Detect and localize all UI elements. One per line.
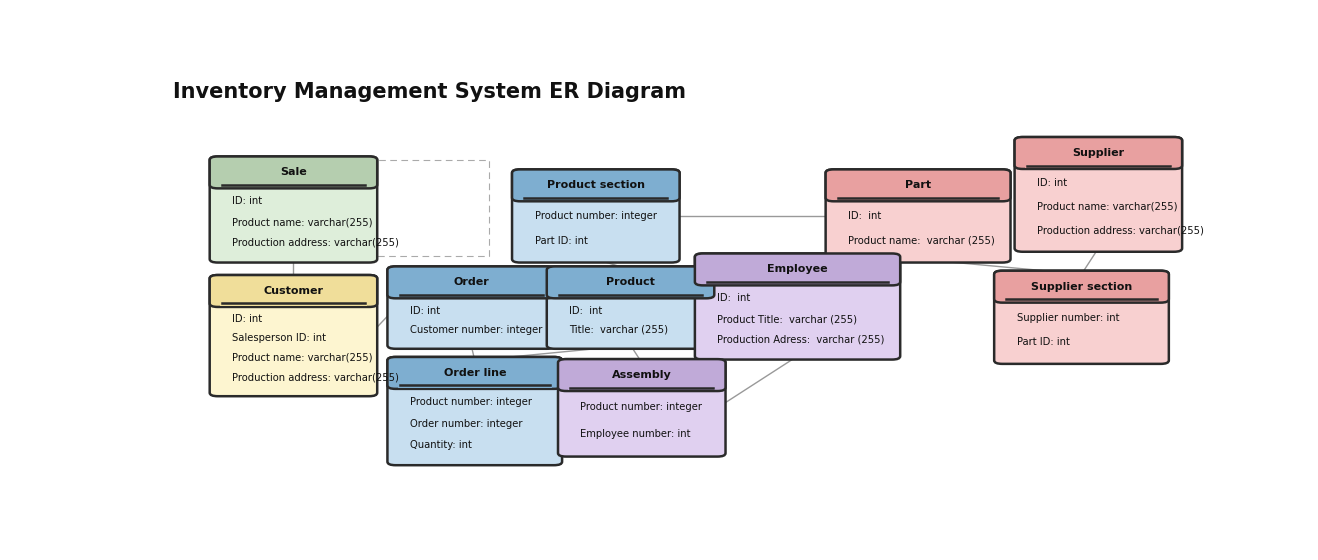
Text: Order line: Order line [444, 368, 506, 378]
Text: ID: int: ID: int [232, 314, 262, 324]
Text: Product name: varchar(255): Product name: varchar(255) [232, 217, 373, 227]
Bar [1004, 293, 1159, 301]
Text: Product name: varchar(255): Product name: varchar(255) [232, 353, 373, 363]
FancyBboxPatch shape [994, 270, 1169, 364]
Text: Customer number: integer: Customer number: integer [410, 325, 542, 335]
Text: Product name: varchar(255): Product name: varchar(255) [1037, 202, 1177, 212]
Text: Supplier: Supplier [1073, 148, 1124, 158]
Text: Part ID: int: Part ID: int [535, 236, 588, 246]
FancyBboxPatch shape [387, 267, 555, 349]
Text: Product: Product [606, 277, 655, 287]
FancyBboxPatch shape [1015, 137, 1182, 252]
Text: Salesperson ID: int: Salesperson ID: int [232, 333, 326, 343]
Text: Order number: integer: Order number: integer [410, 418, 522, 428]
Text: Production address: varchar(255): Production address: varchar(255) [1037, 226, 1203, 236]
Text: Order: Order [453, 277, 489, 287]
Text: Sale: Sale [281, 167, 307, 178]
Text: ID:  int: ID: int [569, 306, 602, 315]
Text: Production address: varchar(255): Production address: varchar(255) [232, 237, 399, 248]
Text: Employee: Employee [767, 264, 828, 274]
Bar [1025, 160, 1172, 167]
FancyBboxPatch shape [1015, 137, 1182, 169]
FancyBboxPatch shape [511, 169, 680, 201]
FancyBboxPatch shape [695, 254, 900, 360]
Bar [522, 192, 670, 200]
FancyBboxPatch shape [210, 275, 377, 307]
Text: Inventory Management System ER Diagram: Inventory Management System ER Diagram [173, 82, 685, 102]
FancyBboxPatch shape [387, 357, 561, 465]
FancyBboxPatch shape [558, 359, 725, 456]
Text: Title:  varchar (255): Title: varchar (255) [569, 325, 668, 335]
Text: Employee number: int: Employee number: int [580, 429, 691, 438]
Text: Product number: integer: Product number: integer [410, 397, 532, 407]
FancyBboxPatch shape [695, 254, 900, 286]
Text: ID: int: ID: int [1037, 178, 1068, 188]
FancyBboxPatch shape [387, 357, 561, 389]
Text: Assembly: Assembly [612, 370, 672, 380]
Bar [705, 276, 890, 284]
FancyBboxPatch shape [511, 169, 680, 263]
FancyBboxPatch shape [994, 270, 1169, 302]
Text: Production Adress:  varchar (255): Production Adress: varchar (255) [717, 335, 884, 345]
Text: Part: Part [905, 180, 931, 190]
Bar [836, 192, 1000, 200]
Bar [220, 179, 366, 187]
Bar [220, 298, 366, 306]
FancyBboxPatch shape [547, 267, 714, 298]
Text: ID: int: ID: int [232, 197, 262, 206]
Text: ID: int: ID: int [410, 306, 440, 315]
Bar [398, 290, 544, 297]
FancyBboxPatch shape [210, 156, 377, 188]
Text: Product name:  varchar (255): Product name: varchar (255) [847, 236, 995, 246]
Text: Quantity: int: Quantity: int [410, 440, 472, 450]
Text: Production address: varchar(255): Production address: varchar(255) [232, 372, 399, 382]
Bar [558, 290, 704, 297]
Text: Customer: Customer [264, 286, 323, 296]
FancyBboxPatch shape [210, 275, 377, 396]
FancyBboxPatch shape [825, 169, 1011, 263]
FancyBboxPatch shape [825, 169, 1011, 201]
Text: ID:  int: ID: int [717, 293, 751, 304]
Text: Product section: Product section [547, 180, 645, 190]
FancyBboxPatch shape [387, 267, 555, 298]
Bar [398, 380, 552, 388]
Text: Part ID: int: Part ID: int [1016, 337, 1069, 347]
Text: Product number: integer: Product number: integer [580, 402, 702, 412]
Text: ID:  int: ID: int [847, 211, 882, 221]
FancyBboxPatch shape [558, 359, 725, 391]
FancyBboxPatch shape [547, 267, 714, 349]
Text: Supplier number: int: Supplier number: int [1016, 312, 1119, 323]
Bar [568, 382, 716, 390]
Text: Product number: integer: Product number: integer [535, 211, 656, 221]
Text: Product Title:  varchar (255): Product Title: varchar (255) [717, 314, 857, 324]
FancyBboxPatch shape [210, 156, 377, 263]
Text: Supplier section: Supplier section [1031, 282, 1132, 292]
